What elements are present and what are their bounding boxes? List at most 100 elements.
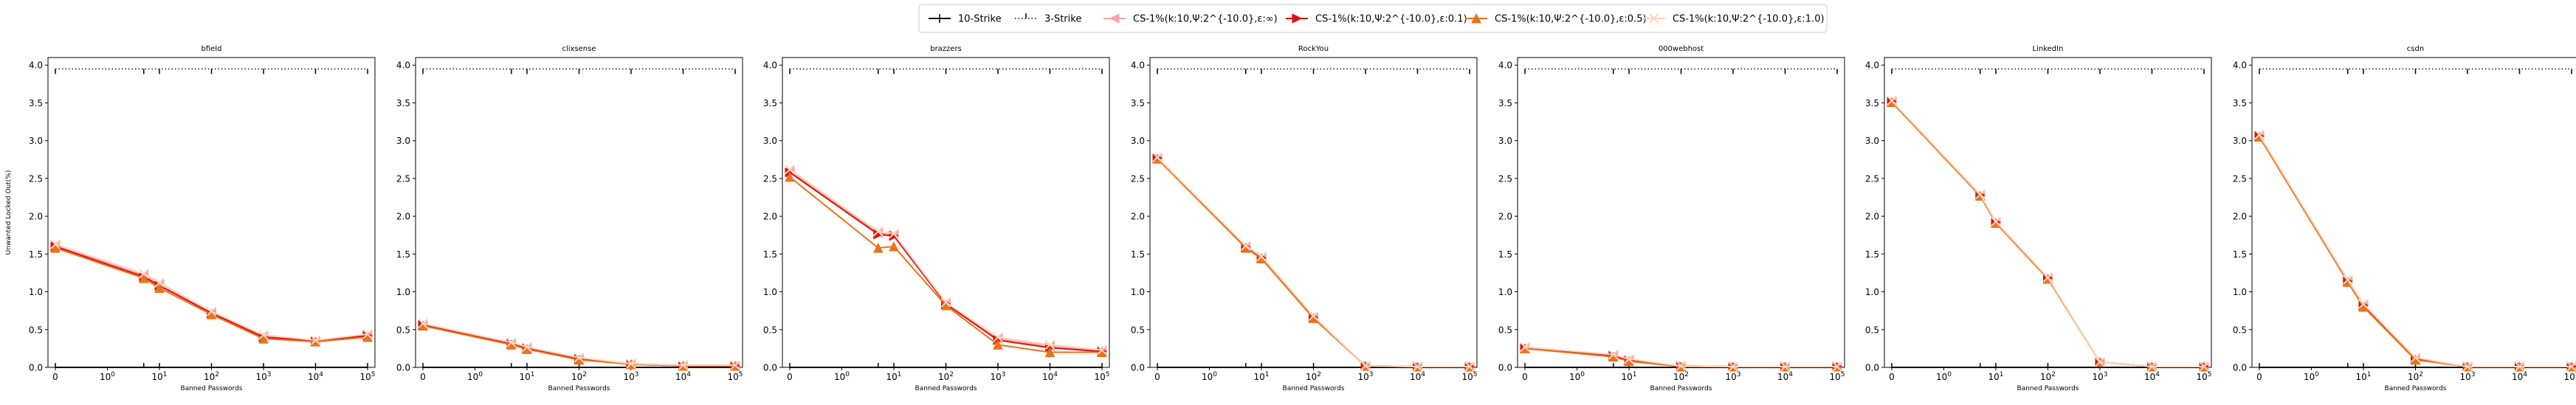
- x-tick-label: 101: [1253, 371, 1269, 382]
- data-point: [2410, 352, 2421, 363]
- y-tick-label: 1.0: [1131, 287, 1145, 297]
- data-point: [2462, 361, 2473, 372]
- data-point: [310, 335, 321, 345]
- y-tick-label: 0.0: [1865, 363, 1879, 373]
- x-tick-label: 0: [420, 372, 426, 382]
- data-point: [154, 283, 165, 293]
- y-tick-label: 2.5: [29, 173, 43, 184]
- series-line-cs-2: [789, 170, 1103, 352]
- data-point: [785, 164, 795, 175]
- axes-frame: [782, 57, 1110, 368]
- y-tick-label: 2.5: [2233, 173, 2247, 184]
- data-point: [1152, 152, 1163, 162]
- y-tick-label: 4.0: [2233, 60, 2247, 71]
- series-line-cs-5: [1157, 156, 1470, 367]
- data-point: [1728, 361, 1738, 372]
- y-tick-label: 0.5: [1498, 325, 1512, 335]
- chart-panel-bfield: bfield 0.0 0.5 1.0 1.5 2.0 2.5 3.0 3.5 4.0 0 100 101…: [29, 45, 376, 392]
- panel-title: 000webhost: [1659, 45, 1704, 53]
- y-tick-label: 1.0: [1498, 287, 1512, 297]
- data-point: [139, 269, 149, 279]
- x-tick-label: 105: [1461, 371, 1477, 382]
- legend-item: CS-1%(k:10,Ψ:2^{-10.0},ε:1.0): [1643, 13, 1825, 25]
- panel-title: RockYou: [1298, 45, 1329, 53]
- x-tick-label: 104: [1042, 371, 1058, 382]
- chart-panel-linkedin: LinkedIn 0.0 0.5 1.0 1.5 2.0 2.5 3.0 3.5 4.0 0 100 1…: [1865, 45, 2212, 392]
- data-point: [1097, 345, 1107, 356]
- data-point: [993, 339, 1003, 350]
- series-line-cs-2: [1157, 157, 1470, 367]
- x-tick-label: 100: [1569, 371, 1585, 382]
- data-point: [1360, 361, 1371, 371]
- y-tick-label: 1.5: [1865, 249, 1879, 260]
- y-tick-label: 0.5: [29, 325, 43, 335]
- x-axis-label: Banned Passwords: [2017, 385, 2079, 392]
- data-point: [1991, 216, 2001, 227]
- data-point: [2199, 361, 2209, 372]
- panel-title: brazzers: [930, 45, 962, 53]
- x-tick-label: 102: [1673, 371, 1689, 382]
- x-tick-label: 100: [467, 371, 483, 382]
- legend-label: CS-1%(k:10,Ψ:2^{-10.0},ε:∞): [1133, 14, 1278, 25]
- chart-panel-csdn: csdn 0.0 0.5 1.0 1.5 2.0 2.5 3.0 3.5 4.0 0 100 101 10…: [2233, 45, 2576, 392]
- data-point: [2042, 272, 2053, 283]
- y-tick-label: 4.0: [1131, 60, 1145, 71]
- y-tick-label: 0.5: [396, 325, 410, 335]
- data-point: [2566, 361, 2576, 372]
- data-point: [50, 243, 61, 253]
- x-tick-label: 104: [1777, 371, 1793, 382]
- legend-item: 10-Strike: [929, 14, 1002, 25]
- series-line-cs-3: [2259, 135, 2572, 367]
- x-axis-label: Banned Passwords: [548, 385, 610, 392]
- y-tick-label: 3.5: [29, 98, 43, 108]
- legend-label: CS-1%(k:10,Ψ:2^{-10.0},ε:0.5): [1495, 14, 1647, 25]
- x-axis-label: Banned Passwords: [915, 385, 977, 392]
- data-point: [940, 297, 951, 308]
- series-line-cs-2: [1891, 100, 2204, 367]
- data-point: [1975, 189, 1986, 200]
- x-tick-label: 100: [100, 371, 115, 382]
- y-tick-label: 2.5: [763, 173, 777, 184]
- data-point: [889, 240, 899, 252]
- data-point: [993, 332, 1003, 342]
- panel-title: bfield: [202, 45, 222, 53]
- y-tick-label: 1.5: [763, 249, 777, 260]
- data-point: [1887, 95, 1897, 106]
- data-point: [1256, 251, 1267, 262]
- data-point: [1832, 361, 1842, 372]
- y-tick-label: 0.0: [1131, 363, 1145, 373]
- y-tick-label: 1.0: [29, 287, 43, 297]
- x-tick-label: 0: [52, 372, 58, 382]
- y-tick-label: 0.5: [763, 325, 777, 335]
- x-tick-label: 104: [2512, 371, 2527, 382]
- data-point: [574, 352, 585, 363]
- y-tick-label: 4.0: [29, 60, 43, 71]
- y-tick-label: 3.0: [1865, 136, 1879, 146]
- legend-frame: [918, 4, 1828, 33]
- x-tick-label: 0: [787, 372, 793, 382]
- y-tick-label: 2.5: [396, 173, 410, 184]
- y-tick-label: 4.0: [763, 60, 777, 71]
- data-point: [678, 360, 689, 370]
- y-axis-label: Unwanted Locked Out(%): [5, 170, 13, 255]
- x-tick-label: 105: [2563, 371, 2576, 382]
- y-tick-label: 2.0: [396, 212, 410, 222]
- data-point: [1044, 339, 1055, 350]
- legend-label: 3-Strike: [1044, 14, 1081, 25]
- panel-title: LinkedIn: [2033, 45, 2064, 53]
- y-tick-label: 3.0: [1131, 136, 1145, 146]
- y-tick-label: 3.0: [396, 136, 410, 146]
- data-point: [1624, 354, 1634, 364]
- y-tick-label: 3.5: [1498, 98, 1512, 108]
- y-tick-label: 3.0: [763, 136, 777, 146]
- x-tick-label: 100: [834, 371, 850, 382]
- y-tick-label: 1.5: [1498, 249, 1512, 260]
- legend-item: CS-1%(k:10,Ψ:2^{-10.0},ε:∞): [1103, 13, 1278, 25]
- x-tick-label: 103: [2092, 371, 2107, 382]
- y-tick-label: 1.5: [29, 249, 43, 260]
- y-tick-label: 2.0: [1131, 212, 1145, 222]
- y-tick-label: 2.0: [29, 212, 43, 222]
- data-point: [1464, 361, 1475, 372]
- y-tick-label: 0.0: [2233, 363, 2247, 373]
- y-tick-label: 3.5: [1131, 98, 1145, 108]
